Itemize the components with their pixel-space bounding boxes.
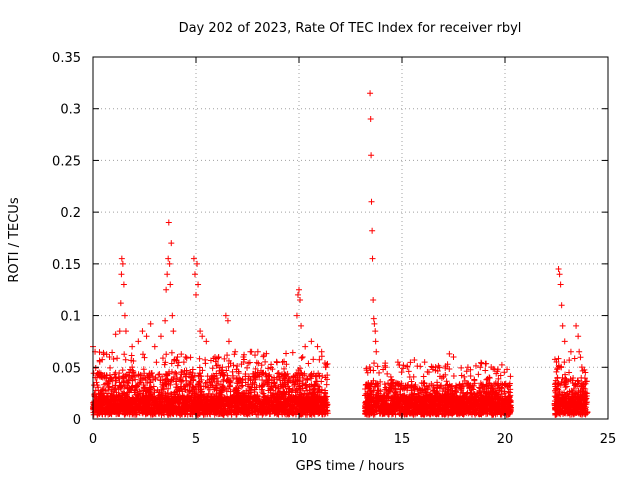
data-point xyxy=(217,388,224,395)
data-point xyxy=(139,387,146,394)
data-point xyxy=(122,356,129,363)
data-point xyxy=(180,359,187,366)
grid-lines xyxy=(93,57,608,419)
data-point xyxy=(297,365,304,372)
data-point xyxy=(263,350,270,357)
data-point xyxy=(196,355,203,362)
data-point xyxy=(283,350,290,357)
data-point xyxy=(209,365,216,372)
data-point xyxy=(125,369,132,376)
data-point xyxy=(155,371,162,378)
data-point xyxy=(242,379,249,386)
data-point xyxy=(107,364,114,371)
data-point xyxy=(157,376,164,383)
data-point xyxy=(197,373,204,380)
data-point xyxy=(174,362,181,369)
data-point xyxy=(162,359,169,366)
data-point xyxy=(324,372,331,379)
data-point xyxy=(260,352,267,359)
data-point xyxy=(186,388,193,395)
data-point xyxy=(221,355,228,362)
data-point xyxy=(95,370,102,377)
data-point xyxy=(318,386,325,393)
data-point xyxy=(259,377,266,384)
data-point xyxy=(230,374,237,381)
data-point xyxy=(196,364,203,371)
data-point xyxy=(294,375,301,382)
data-point xyxy=(289,386,296,393)
data-point xyxy=(258,362,265,369)
data-point xyxy=(311,381,318,388)
data-point xyxy=(254,348,261,355)
data-points xyxy=(90,90,591,418)
data-point xyxy=(159,373,166,380)
data-point xyxy=(304,376,311,383)
data-point xyxy=(90,370,97,377)
data-point xyxy=(251,386,258,393)
data-point xyxy=(204,393,211,400)
data-point xyxy=(234,362,241,369)
data-point xyxy=(131,373,138,380)
data-point xyxy=(106,383,113,390)
data-point xyxy=(189,366,196,373)
data-point xyxy=(212,358,219,365)
chart-title: Day 202 of 2023, Rate Of TEC Index for r… xyxy=(179,21,522,36)
data-point xyxy=(150,383,157,390)
data-point xyxy=(298,355,305,362)
data-point xyxy=(265,365,272,372)
data-point xyxy=(230,362,237,369)
data-point xyxy=(305,360,312,367)
data-point xyxy=(224,352,231,359)
data-point xyxy=(199,367,206,374)
data-point xyxy=(213,362,220,369)
data-point xyxy=(248,384,255,391)
data-point xyxy=(303,375,310,382)
data-point xyxy=(215,378,222,385)
data-point xyxy=(153,359,160,366)
data-point xyxy=(231,351,238,358)
data-point xyxy=(321,360,328,367)
data-point xyxy=(307,383,314,390)
data-point xyxy=(323,381,330,388)
data-point xyxy=(299,354,306,361)
data-point xyxy=(207,357,214,364)
data-point xyxy=(229,368,236,375)
data-point xyxy=(109,349,116,356)
data-point xyxy=(114,355,121,362)
data-point xyxy=(119,367,126,374)
data-point xyxy=(183,355,190,362)
data-point xyxy=(245,375,252,382)
data-point xyxy=(316,356,323,363)
data-point xyxy=(285,385,292,392)
data-point xyxy=(187,369,194,376)
data-point xyxy=(213,370,220,377)
data-point xyxy=(235,368,242,375)
data-point xyxy=(121,351,128,358)
data-point xyxy=(324,360,331,367)
